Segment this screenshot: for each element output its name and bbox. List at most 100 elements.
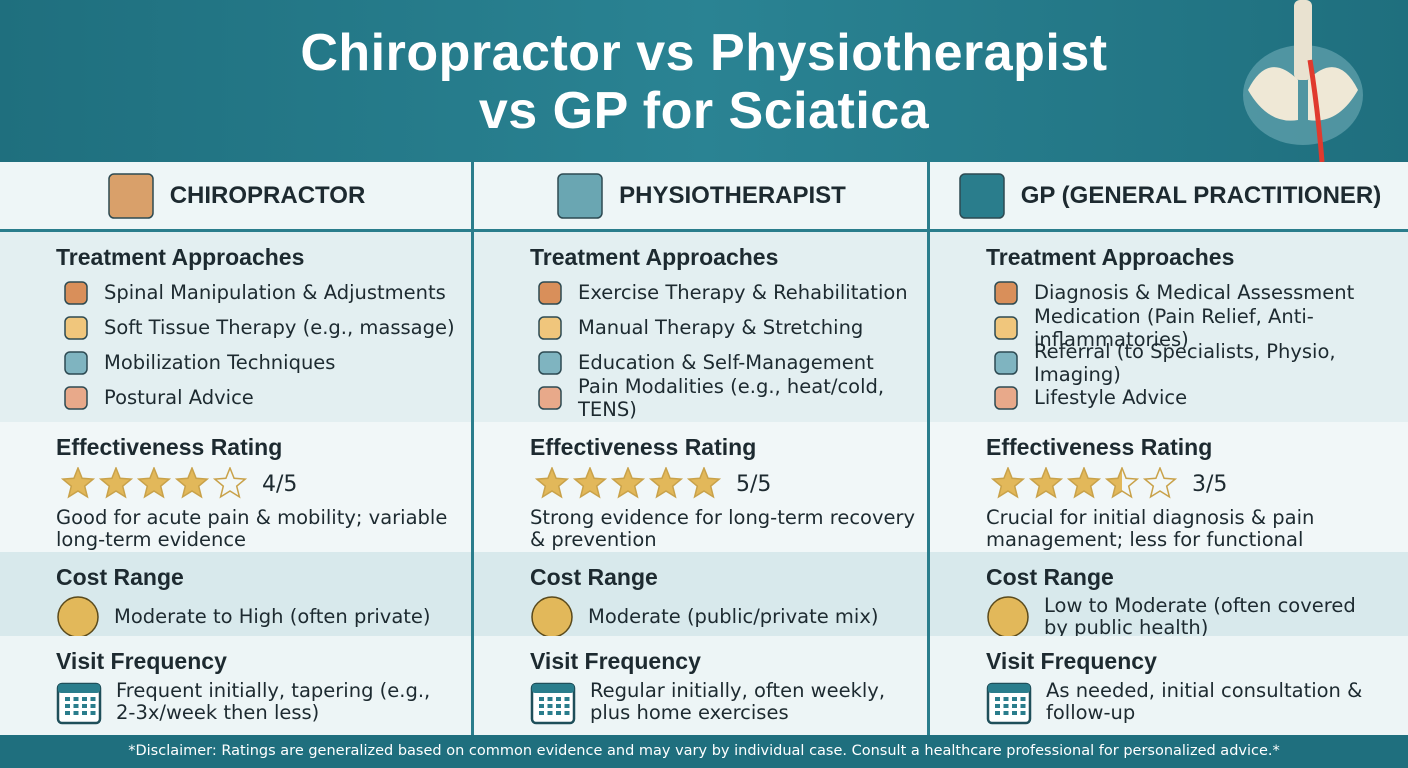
icon-shape: [58, 684, 100, 693]
effectiveness-note: Strong evidence for long-term recovery &…: [530, 506, 916, 551]
icon-shape: [994, 315, 1018, 340]
visit-text: As needed, initial consultation & follow…: [1046, 679, 1363, 724]
treatment-item: Spinal Manipulation & Adjustments: [62, 275, 471, 310]
icon-shape: [547, 711, 553, 715]
icon-shape: [532, 684, 574, 693]
star: [610, 467, 646, 499]
cost-row: Moderate to High (often private): [56, 595, 471, 636]
icon: [64, 350, 88, 375]
icon: [538, 315, 562, 340]
icon-shape: [556, 711, 561, 715]
icon-shape: [1003, 697, 1009, 701]
treatment-section: Treatment Approaches Exercise Therapy & R…: [474, 232, 930, 422]
star: [1104, 467, 1140, 499]
icon-shape: [994, 350, 1018, 375]
visit-row: Regular initially, often weekly, plus ho…: [530, 679, 927, 725]
visit-text: Regular initially, often weekly, plus ho…: [590, 679, 886, 724]
effectiveness-section: Effectiveness Rating 3/5 Crucial for initi…: [930, 422, 1408, 552]
treatment-text: Spinal Manipulation & Adjustments: [104, 281, 446, 304]
cost-section: Cost Range Moderate (public/private mix): [474, 552, 930, 636]
icon-shape: [959, 172, 1005, 219]
star: [686, 467, 722, 499]
section-heading: Treatment Approaches: [530, 244, 779, 270]
comparison-table: CHIROPRACTOR PHYSIOTHERAPIST GP (GENERAL P…: [0, 162, 1408, 735]
treatment-text: Mobilization Techniques: [104, 351, 336, 374]
icon: [994, 350, 1018, 375]
section-heading: Treatment Approaches: [986, 244, 1235, 270]
icon-shape: [82, 711, 87, 715]
icon-shape: [556, 704, 561, 708]
icon-shape: [538, 315, 562, 340]
icon-shape: [82, 697, 87, 701]
section-heading: Cost Range: [56, 564, 184, 590]
visit-row: As needed, initial consultation & follow…: [986, 679, 1408, 725]
icon-shape: [538, 280, 562, 305]
treatment-item: Soft Tissue Therapy (e.g., massage): [62, 310, 471, 345]
section-heading: Visit Frequency: [986, 648, 1157, 674]
icon-shape: [557, 172, 603, 219]
cost-section: Cost Range Low to Moderate (often covered…: [930, 552, 1408, 636]
section-heading: Treatment Approaches: [56, 244, 305, 270]
treatment-text: Lifestyle Advice: [1034, 386, 1188, 409]
section-heading: Effectiveness Rating: [986, 434, 1213, 460]
icon-shape: [539, 697, 544, 701]
icon-shape: [547, 697, 553, 701]
icon-shape: [64, 350, 88, 375]
icon: [994, 280, 1018, 305]
rating-row: 4/5: [60, 467, 471, 501]
treatment-section: Treatment Approaches Spinal Manipulation …: [0, 232, 474, 422]
icon-shape: [538, 385, 562, 410]
icon: [538, 385, 562, 410]
section-heading: Cost Range: [530, 564, 658, 590]
icon-shape: [995, 711, 1000, 715]
icon: [64, 280, 88, 305]
section-heading: Effectiveness Rating: [530, 434, 757, 460]
icon-shape: [1003, 704, 1009, 708]
icon-shape: [90, 697, 96, 701]
icon-shape: [539, 704, 544, 708]
treatment-text: Diagnosis & Medical Assessment: [1034, 281, 1355, 304]
icon: [538, 350, 562, 375]
cost-row: Low to Moderate (often covered by public…: [986, 595, 1408, 636]
treatment-text: Medication (Pain Relief, Anti-inflammato…: [1034, 304, 1314, 351]
icon-shape: [539, 711, 544, 715]
icon-shape: [1020, 697, 1026, 701]
column-title: PHYSIOTHERAPIST: [619, 181, 846, 209]
rating-text: 4/5: [262, 471, 298, 497]
icon-shape: [65, 711, 70, 715]
icon-shape: [994, 385, 1018, 410]
icon-shape: [1020, 711, 1026, 715]
icon: [64, 315, 88, 340]
star-rating: [990, 467, 1178, 499]
star: [1028, 467, 1064, 499]
icon: [64, 385, 88, 410]
treatment-item: Referral (to Specialists, Physio, Imagin…: [992, 340, 1408, 386]
rating-text: 3/5: [1192, 471, 1228, 497]
treatment-item: Exercise Therapy & Rehabilitation: [536, 275, 927, 310]
icon-shape: [987, 596, 1029, 636]
icon-shape: [995, 697, 1000, 701]
title: vs GP for Sciatica: [478, 82, 930, 140]
icon-shape: [556, 697, 561, 701]
treatment-item: Mobilization Techniques: [62, 345, 471, 380]
icon: [986, 682, 1032, 725]
icon-shape: [1012, 711, 1017, 715]
star: [174, 467, 210, 499]
icon-shape: [1003, 711, 1009, 715]
icon: [107, 172, 154, 219]
treatment-text: Education & Self-Management: [578, 351, 874, 374]
icon-shape: [65, 697, 70, 701]
icon-shape: [64, 385, 88, 410]
star: [1142, 467, 1178, 499]
icon-shape: [1012, 697, 1017, 701]
icon-shape: [73, 711, 79, 715]
column-header: GP (GENERAL PRACTITIONER): [930, 162, 1408, 232]
effectiveness-note: Good for acute pain & mobility; variable…: [56, 506, 448, 551]
icon-shape: [73, 704, 79, 708]
star: [572, 467, 608, 499]
treatment-text: Soft Tissue Therapy (e.g., massage): [104, 316, 455, 339]
icon-shape: [107, 172, 154, 219]
icon-shape: [1020, 704, 1026, 708]
visit-row: Frequent initially, tapering (e.g., 2-3x…: [56, 679, 471, 725]
